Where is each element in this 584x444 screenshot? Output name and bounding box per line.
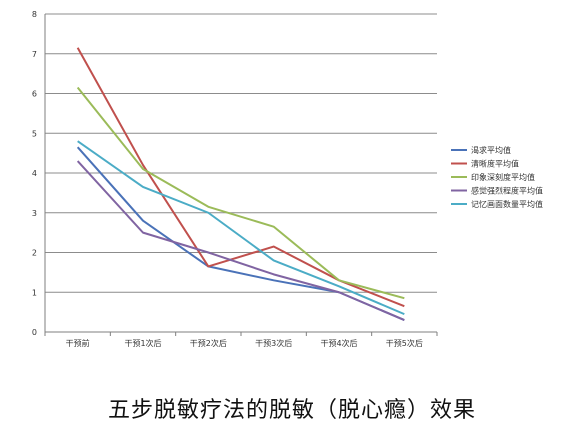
y-tick-label: 7 [32,50,37,59]
legend-label: 记忆画面数量平均值 [471,199,543,209]
x-axis-tick-labels: 干预前 干预1次后 干预2次后 干预3次后 干预4次后 干预5次后 [66,338,423,348]
y-tick-label: 1 [32,288,37,297]
legend-label: 渴求平均值 [471,145,511,155]
x-tick-label: 干预1次后 [124,338,161,348]
series-line-1 [76,47,405,308]
x-tick-label: 干预3次后 [255,338,292,348]
gridlines [44,13,438,336]
y-tick-label: 3 [32,209,37,218]
legend-label: 清晰度平均值 [471,159,519,169]
y-tick-label: 5 [32,129,37,138]
series-line-2 [76,86,405,300]
y-tick-label: 0 [32,328,37,337]
y-tick-label: 4 [32,169,37,178]
x-tick-label: 干预前 [66,338,90,348]
x-tick-label: 干预4次后 [320,338,357,348]
legend-label: 感觉强烈程度平均值 [471,186,543,196]
y-tick-label: 2 [32,249,37,258]
legend-label: 印象深刻度平均值 [471,172,535,182]
x-tick-label: 干预2次后 [190,338,227,348]
y-tick-label: 6 [32,90,37,99]
series-lines [76,47,405,321]
y-tick-label: 8 [32,10,37,19]
x-tick-label: 干预5次后 [386,338,423,348]
series-line-4 [77,140,405,316]
y-axis-tick-labels: 0 1 2 3 4 5 6 7 8 [32,10,37,337]
series-line-3 [76,160,405,321]
chart-caption: 五步脱敏疗法的脱敏（脱心瘾）效果 [107,398,476,423]
